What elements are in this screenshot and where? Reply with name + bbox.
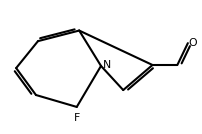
Text: O: O — [188, 38, 197, 48]
Text: F: F — [74, 113, 80, 123]
Text: N: N — [103, 60, 111, 70]
